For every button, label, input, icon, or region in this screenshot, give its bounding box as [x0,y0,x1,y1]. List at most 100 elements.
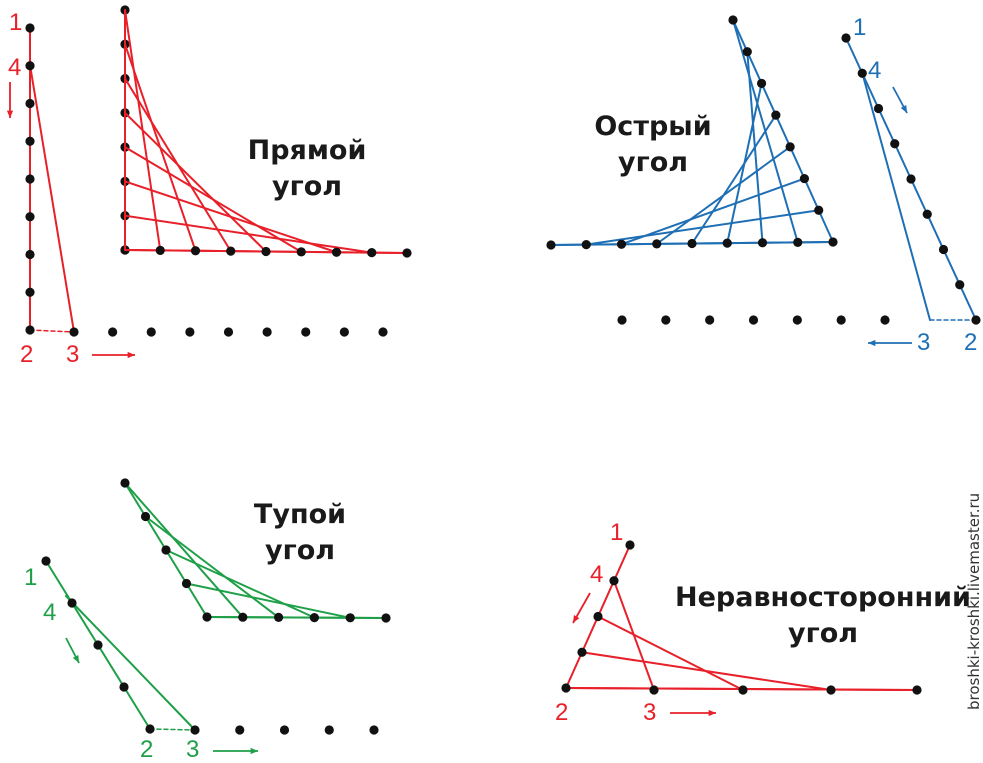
acute-pin-dot [828,237,838,247]
acute-pin-dot [616,239,627,249]
right-step-pin-dot [378,327,388,337]
scalene-pin-dot [593,611,603,622]
title-scalene-line1: Неравносторонний [675,582,971,613]
obtuse-pin-dot [274,612,284,623]
title-right-angle: Прямой угол [232,133,382,205]
scalene-label-2: 2 [555,699,568,726]
acute-pin-dot [757,238,768,248]
right-pin-dot [155,245,165,255]
scalene-pin-dot [738,685,748,695]
obtuse-pin-dot [120,478,130,488]
acute-step-pin-dot [792,315,802,325]
obtuse-pin-dot [161,545,171,555]
title-scalene-line2: угол [787,618,859,649]
acute-step-pin-dot [857,68,867,78]
right-step-pin-dot [185,327,195,337]
obtuse-label-4: 4 [43,599,56,626]
right-thread [124,111,267,253]
acute-step-pin-dot [661,315,671,325]
right-step-pin-dot [223,327,234,337]
right-step-pin-dot [25,136,35,146]
right-step-pin-dot [339,327,349,337]
obtuse-pin-dot [181,578,192,589]
acute-step-pin-dot [890,139,900,149]
obtuse-step-pin-dot [93,640,103,650]
right-thread [124,180,338,254]
acute-step-pin-dot [938,244,949,255]
right-label-3: 3 [66,341,79,368]
watermark-text: broshki-kroshki.livemaster.ru [965,492,983,710]
obtuse-pin-dot [381,613,391,623]
right-step-dash [29,329,75,333]
scalene-pin-dot [649,685,659,695]
right-step-pin-dot [25,212,35,222]
acute-label-2: 2 [964,329,977,356]
obtuse-label-2: 2 [140,736,153,763]
right-label-4: 4 [8,54,21,81]
title-obtuse-angle: Тупой угол [230,497,370,569]
obtuse-step-pin-dot [67,598,77,608]
obtuse-pin-dot [238,612,248,622]
acute-thread [620,177,806,246]
right-step-pin-dot [25,23,35,33]
obtuse-step-pin-dot [369,725,379,735]
right-step-line [29,64,75,333]
title-right-line2: угол [271,171,343,202]
acute-pin-dot [546,240,556,250]
obtuse-pin-dot [202,612,212,622]
right-step-pin-dot [25,61,35,71]
acute-thread [691,114,777,245]
title-acute-line2: угол [617,147,689,178]
acute-step-pin-dot [873,103,884,114]
scalene-pin-dot [577,647,587,657]
right-pin-dot [296,247,306,257]
acute-label-4: 4 [868,57,881,84]
acute-step-pin-dot [922,209,932,219]
right-step-pin-dot [146,327,156,337]
obtuse-step-pin-dot [145,724,155,734]
right-label-1: 1 [9,9,22,36]
obtuse-label-1: 1 [24,564,37,591]
obtuse-pin-dot [140,511,151,522]
acute-pin-dot [814,205,824,215]
right-step-pin-dot [108,327,118,337]
obtuse-step-pin-dot [41,556,51,566]
acute-pin-dot [728,15,738,25]
obtuse-pin-dot [309,613,319,623]
scalene-thread [581,651,832,691]
acute-step-pin-dot [705,315,715,325]
acute-thread [655,145,792,245]
acute-pin-dot [687,238,697,249]
title-right-line1: Прямой [247,135,367,166]
right-pin-dot [331,247,342,257]
obtuse-pin-dot [345,613,355,623]
acute-arm-line [732,19,834,243]
right-pin-dot [402,248,412,258]
acute-step-pin-dot [836,315,846,325]
title-obtuse-line2: угол [264,535,336,566]
right-step-pin-dot [25,174,35,184]
acute-step-pin-dot [748,315,759,325]
right-step-pin-dot [301,327,311,337]
obtuse-thread [165,549,316,619]
acute-step-pin-dot [880,315,890,325]
obtuse-step-pin-dot [235,725,245,735]
title-acute-line1: Острый [594,111,712,142]
scalene-pin-dot [609,576,619,586]
scalene-pin-dot [826,685,836,695]
right-step-pin-dot [25,249,35,260]
right-step-pin-dot [25,325,35,335]
acute-pin-dot [799,173,810,184]
obtuse-thread [124,482,244,619]
acute-pin-dot [581,240,591,250]
right-step-pin-dot [262,327,272,337]
title-obtuse-line1: Тупой [253,499,347,530]
right-thread [124,146,303,253]
acute-thread [585,209,820,246]
right-step-pin-dot [25,287,35,297]
scalene-thread [597,615,744,691]
right-arrow-down-icon [6,82,14,118]
obtuse-thread [185,582,352,619]
right-pin-dot [261,246,271,257]
